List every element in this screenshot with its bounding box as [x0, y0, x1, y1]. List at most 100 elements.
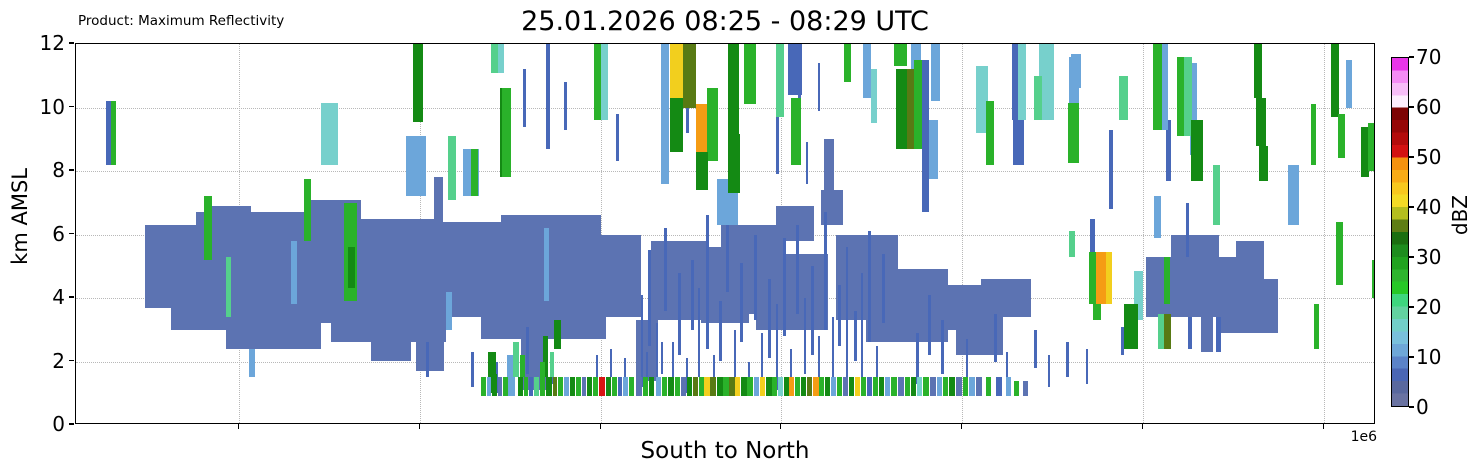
colorbar-tick [1409, 156, 1414, 158]
echo-cell [593, 377, 598, 397]
echo-cell [668, 377, 674, 397]
echo-cell [1368, 123, 1374, 171]
echo-cell [594, 44, 601, 121]
echo-cell [471, 351, 474, 387]
echo-cell [1311, 104, 1316, 165]
echo-cell [1066, 342, 1069, 378]
echo-cell [321, 102, 338, 165]
y-tick [69, 423, 74, 425]
echo-cell [996, 377, 1002, 397]
echo-cell [1338, 113, 1345, 159]
echo-cell [882, 253, 885, 324]
echo-cell [446, 291, 452, 330]
echo-cell [698, 288, 700, 378]
echo-cell [1186, 202, 1189, 257]
echo-cell [1254, 44, 1262, 98]
echo-cell [558, 377, 563, 397]
echo-cell [949, 377, 955, 397]
echo-cell [696, 104, 707, 162]
echo-cell [544, 228, 549, 302]
echo-cell [693, 377, 698, 397]
v-gridline [1143, 44, 1144, 423]
echo-cell [1288, 164, 1299, 225]
colorbar-tick-label: 40 [1416, 195, 1442, 219]
colorbar-tick [1409, 56, 1414, 58]
echo-cell [772, 377, 777, 397]
echo-cell [873, 377, 878, 397]
echo-cell [966, 339, 968, 387]
echo-cell [788, 44, 802, 95]
echo-cell [648, 250, 651, 346]
echo-cell [861, 377, 866, 397]
echo-cell [226, 256, 231, 318]
echo-cell [1012, 44, 1018, 121]
echo-cell [928, 294, 931, 356]
echo-cell [1006, 377, 1011, 397]
echo-cell [941, 320, 944, 375]
echo-cell [981, 278, 1031, 318]
echo-cell [529, 377, 533, 397]
y-tick-label: 8 [52, 158, 65, 182]
echo-cell [1190, 63, 1197, 156]
echo-cell [790, 348, 792, 387]
echo-cell [1248, 288, 1274, 333]
echo-cell [661, 44, 669, 184]
echo-cell [891, 377, 897, 397]
echo-cell [554, 320, 561, 349]
echo-cell [1093, 304, 1101, 321]
echo-cell [896, 69, 907, 149]
echo-cell [916, 332, 919, 384]
echo-cell [1134, 271, 1143, 321]
echo-cell [540, 361, 545, 397]
x-tick [419, 424, 421, 429]
echo-cell [801, 377, 806, 397]
echo-cell [704, 377, 710, 397]
echo-cell [1236, 240, 1264, 279]
y-tick-label: 12 [39, 31, 65, 55]
echo-cell [706, 215, 709, 349]
echo-cell [1069, 231, 1075, 257]
echo-cell [719, 301, 722, 362]
echo-cell [596, 234, 641, 318]
echo-cell [686, 358, 688, 378]
echo-cell [596, 355, 598, 378]
echo-cell [582, 377, 586, 397]
echo-cell [754, 377, 759, 397]
echo-cell [564, 377, 569, 397]
colorbar-tick-label: 10 [1416, 345, 1442, 369]
echo-cell [1259, 145, 1268, 181]
echo-cell [819, 377, 824, 397]
y-tick [69, 359, 74, 362]
echo-cell [678, 272, 681, 356]
echo-cell [1346, 59, 1352, 108]
x-tick [961, 424, 963, 429]
echo-cell [492, 374, 497, 397]
echo-cell [854, 310, 857, 362]
echo-cell [599, 377, 605, 397]
echo-cell [503, 377, 508, 397]
x-tick [780, 424, 782, 429]
x-tick [1142, 424, 1144, 429]
y-tick [69, 296, 74, 298]
echo-cell [629, 377, 634, 397]
echo-cell [923, 377, 929, 397]
echo-cell [1331, 44, 1339, 118]
echo-cell [1109, 129, 1113, 210]
echo-cell [111, 101, 116, 165]
echo-cell [863, 44, 871, 98]
echo-cell [406, 136, 426, 197]
echo-cell [943, 377, 948, 397]
echo-cell [831, 377, 836, 397]
echo-cell [1048, 355, 1050, 387]
echo-cell [1314, 304, 1319, 349]
echo-cell [1372, 259, 1374, 298]
echo-cell [1071, 53, 1081, 89]
echo-cell [576, 377, 581, 397]
echo-cell [734, 329, 736, 387]
echo-cell [1171, 234, 1219, 257]
echo-cell [986, 101, 994, 165]
y-tick-label: 6 [52, 221, 65, 246]
echo-cell [656, 377, 661, 397]
echo-cell [699, 377, 704, 397]
